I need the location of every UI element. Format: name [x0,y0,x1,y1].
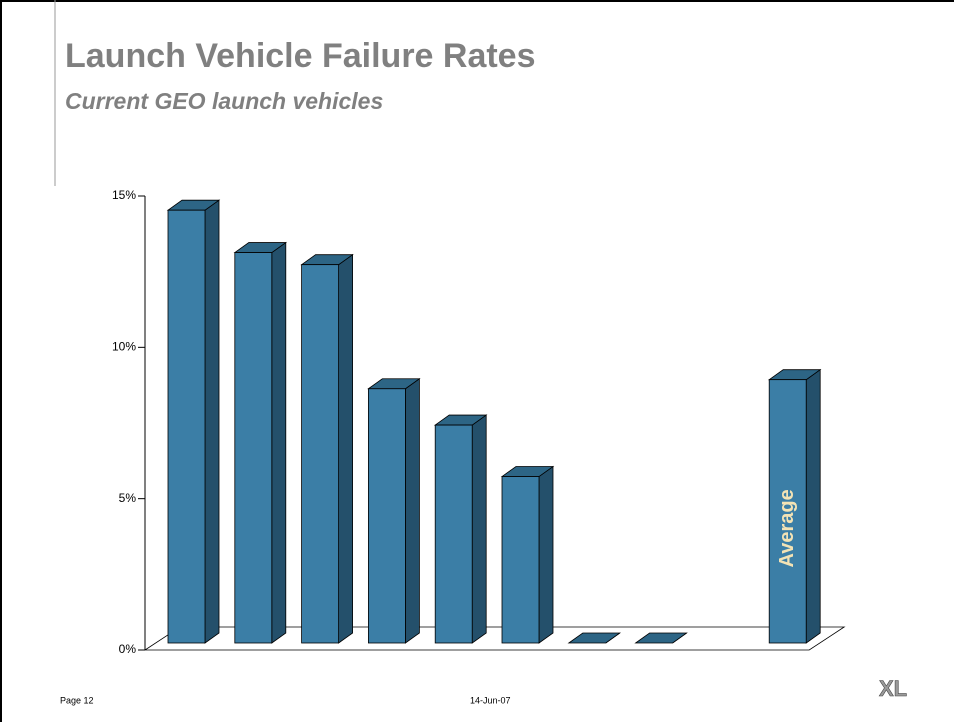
bar [434,424,473,644]
date: 14-Jun-07 [470,695,511,705]
y-tick-label: 0% [119,642,137,656]
bar-side [538,465,554,644]
bar-annotation: Average [776,489,798,567]
bar-side [271,241,287,644]
bar [367,388,406,644]
bar [234,252,273,644]
slide-title: Launch Vehicle Failure Rates [65,37,536,75]
bar [768,379,807,644]
page-number: Page 12 [60,695,94,705]
slide-subtitle: Current GEO launch vehicles [65,88,383,114]
y-tick-label: 5% [119,491,137,505]
bar-side [805,368,821,644]
bar-side [404,377,420,644]
bar-side [204,199,220,644]
y-tick-label: 10% [112,340,136,354]
bar-top [634,632,688,644]
bar-top [567,632,622,644]
bar [167,209,206,644]
bar [301,264,340,644]
bar-side [338,253,354,644]
y-tick-label: 15% [112,188,136,202]
bar [501,476,540,644]
logo: XL [879,676,907,701]
bar-side [471,414,487,644]
